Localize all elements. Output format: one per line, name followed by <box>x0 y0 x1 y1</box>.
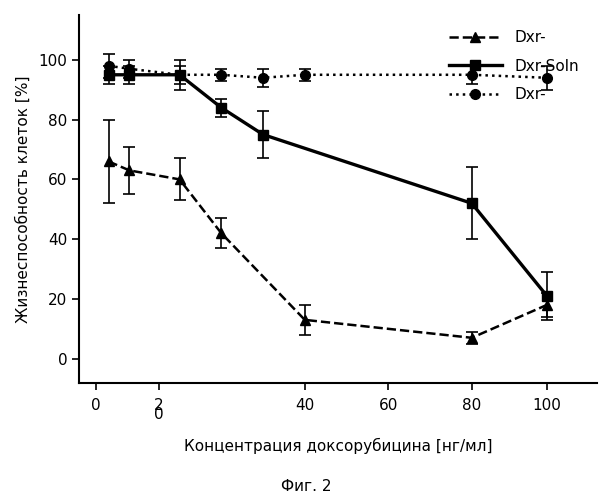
Line: Dxr-: Dxr- <box>103 61 552 83</box>
Dxr-Soln <box>126 72 133 78</box>
Dxr- <box>105 159 112 165</box>
Dxr- <box>301 317 308 323</box>
Y-axis label: Жизнеспособность клеток [%]: Жизнеспособность клеток [%] <box>15 75 31 322</box>
Text: Фиг. 2: Фиг. 2 <box>281 479 331 494</box>
Dxr- <box>176 72 183 78</box>
Dxr-Soln <box>259 132 267 138</box>
Dxr-Soln <box>105 72 112 78</box>
Line: Dxr-: Dxr- <box>103 157 552 343</box>
Dxr- <box>126 168 133 174</box>
X-axis label: Концентрация доксорубицина [нг/мл]: Концентрация доксорубицина [нг/мл] <box>184 438 493 454</box>
Legend: Dxr-, Dxr-Soln, Dxr-: Dxr-, Dxr-Soln, Dxr- <box>449 30 579 102</box>
Dxr- <box>126 66 133 72</box>
Dxr- <box>543 75 551 81</box>
Dxr- <box>176 176 183 182</box>
Dxr- <box>468 72 476 78</box>
Dxr- <box>218 72 225 78</box>
Dxr- <box>301 72 308 78</box>
Dxr-Soln <box>176 72 183 78</box>
Dxr- <box>543 302 551 308</box>
Dxr- <box>105 63 112 69</box>
Dxr-Soln <box>543 293 551 299</box>
Line: Dxr-Soln: Dxr-Soln <box>103 70 552 301</box>
Dxr- <box>468 335 476 341</box>
Dxr-Soln <box>468 200 476 206</box>
Dxr- <box>259 75 267 81</box>
Dxr-Soln <box>218 105 225 111</box>
Text: 0: 0 <box>154 407 163 422</box>
Dxr- <box>218 230 225 236</box>
